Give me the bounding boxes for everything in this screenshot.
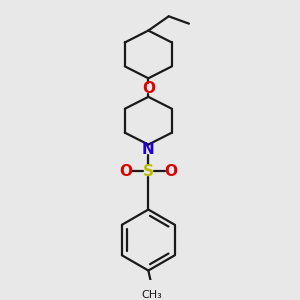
Text: S: S xyxy=(143,164,154,178)
Text: O: O xyxy=(164,164,177,178)
Text: N: N xyxy=(142,142,155,158)
Text: CH₃: CH₃ xyxy=(141,290,162,300)
Text: O: O xyxy=(142,81,155,96)
Text: O: O xyxy=(119,164,132,178)
